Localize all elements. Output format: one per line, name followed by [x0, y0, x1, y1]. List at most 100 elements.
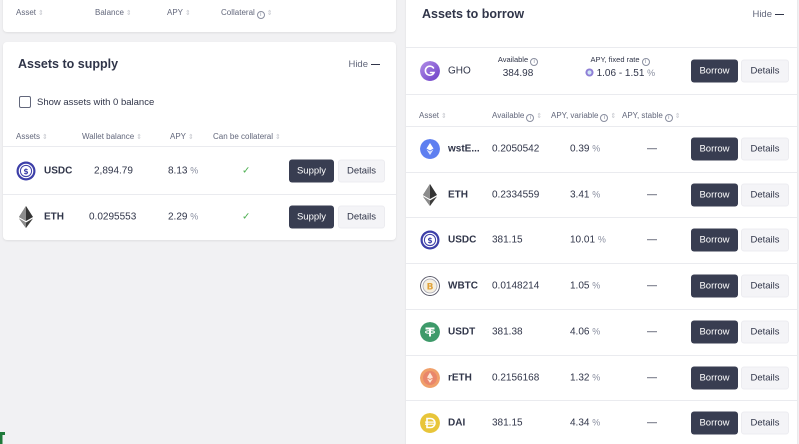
info-icon[interactable]: i [256, 11, 265, 19]
checkbox[interactable] [19, 96, 31, 108]
borrow-button[interactable]: Borrow [691, 59, 738, 83]
minus-icon [775, 13, 784, 16]
divider [3, 194, 396, 195]
percent-sign: % [592, 189, 601, 200]
sort-icon: ⇕ [125, 10, 132, 17]
sort-icon: ⇕ [38, 10, 44, 17]
asset-symbol: ETH [44, 211, 64, 223]
borrow-row-dai: DAI 381.15 4.34 % — Borrow Details [406, 400, 797, 444]
percent-sign: % [647, 68, 656, 78]
column-label: Asset [16, 8, 37, 17]
borrow-button[interactable]: Borrow [691, 366, 738, 389]
stkaave-discount-icon [585, 68, 594, 77]
apy-range-value: 1.06 - 1.51 [596, 68, 645, 79]
apy-number: 10.01 [570, 234, 596, 246]
column-label: Assets [16, 132, 41, 141]
apy-number: 1.32 [570, 372, 590, 383]
gho-apy: APY, fixed rate i 1.06 - 1.51 % [584, 55, 656, 79]
borrow-button[interactable]: Borrow [691, 320, 738, 344]
eth-icon [19, 206, 33, 228]
supply-button[interactable]: Supply [289, 205, 334, 229]
percent-sign: % [592, 280, 601, 291]
column-apy[interactable]: APY ⇕ [170, 132, 194, 141]
sort-icon: ⇕ [188, 134, 194, 141]
divider [406, 217, 797, 219]
eth-icon [423, 183, 437, 206]
info-icon[interactable]: i [600, 114, 609, 122]
column-can-be-collateral[interactable]: Can be collateral ⇕ [213, 132, 281, 141]
asset-symbol: WBTC [448, 280, 478, 292]
borrow-button[interactable]: Borrow [691, 137, 738, 161]
borrow-button[interactable]: Borrow [691, 411, 738, 435]
column-asset[interactable]: Asset ⇕ [419, 111, 447, 120]
asset-symbol: GHO [448, 65, 471, 77]
details-button[interactable]: Details [338, 205, 385, 229]
sort-icon: ⇕ [185, 10, 191, 17]
available-value: 0.2050542 [492, 143, 540, 155]
sort-icon: ⇕ [610, 113, 617, 120]
available-value: 381.15 [492, 417, 523, 429]
usdc-icon: $ [420, 230, 440, 250]
borrow-button[interactable]: Borrow [691, 183, 738, 207]
apy-stable-value: — [647, 372, 657, 383]
asset-symbol: USDC [44, 165, 73, 177]
borrow-button[interactable]: Borrow [691, 228, 738, 252]
svg-text:$: $ [23, 167, 28, 176]
borrow-row-wste: wstE... 0.2050542 0.39 % — Borrow Detail… [406, 126, 797, 172]
available-value: 0.2156168 [492, 372, 540, 383]
column-label: Collateral [221, 8, 255, 17]
details-button[interactable]: Details [741, 183, 789, 207]
info-icon[interactable]: i [641, 58, 650, 66]
asset-symbol: USDC [448, 234, 477, 246]
column-label: Asset [419, 111, 440, 120]
percent-sign: % [597, 234, 606, 245]
info-icon[interactable]: i [526, 114, 535, 122]
column-collateral[interactable]: Collateral i ⇕ [221, 8, 273, 19]
column-apy-stable[interactable]: APY, stable i ⇕ [622, 111, 681, 122]
column-label: APY, variable [551, 111, 599, 120]
apy-stable-value: — [647, 234, 657, 246]
dai-icon [420, 413, 440, 434]
details-button[interactable]: Details [741, 320, 789, 344]
info-icon[interactable]: i [664, 114, 673, 122]
borrow-button[interactable]: Borrow [691, 274, 738, 298]
wbtc-icon: B [420, 276, 440, 297]
apy-value: 2.29 % [168, 212, 198, 223]
info-icon[interactable]: i [530, 58, 539, 66]
available-value: 384.98 [502, 68, 534, 79]
minus-icon [371, 63, 380, 66]
apy-stable-value: — [647, 280, 657, 292]
usdt-icon [420, 321, 440, 342]
column-available[interactable]: Available i ⇕ [492, 111, 542, 122]
supply-button[interactable]: Supply [289, 159, 334, 183]
column-apy[interactable]: APY ⇕ [167, 8, 191, 17]
details-button[interactable]: Details [741, 411, 789, 435]
column-wallet-balance[interactable]: Wallet balance ⇕ [82, 132, 142, 141]
sort-icon: ⇕ [674, 113, 681, 120]
column-asset[interactable]: Asset ⇕ [16, 8, 44, 17]
details-button[interactable]: Details [338, 159, 385, 183]
column-balance[interactable]: Balance ⇕ [95, 8, 132, 17]
details-button[interactable]: Details [741, 274, 789, 298]
corner-marker-icon [0, 432, 5, 444]
reth-icon [420, 367, 440, 388]
details-button[interactable]: Details [741, 59, 789, 83]
gho-icon [420, 61, 440, 81]
percent-sign: % [190, 165, 199, 176]
column-apy-variable[interactable]: APY, variable i ⇕ [551, 111, 616, 122]
apy-stable-value: — [647, 326, 657, 338]
checkbox-label: Show assets with 0 balance [37, 96, 155, 108]
apy-variable-value: 1.32 % [570, 372, 600, 383]
details-button[interactable]: Details [741, 137, 789, 161]
apy-number: 0.39 [570, 143, 590, 155]
show-zero-balance-toggle[interactable]: Show assets with 0 balance [19, 96, 154, 108]
borrow-hide-button[interactable]: Hide [752, 9, 784, 20]
supply-hide-button[interactable]: Hide [348, 59, 380, 70]
divider [406, 47, 797, 48]
gho-available: Available i 384.98 [492, 55, 544, 79]
details-button[interactable]: Details [741, 366, 789, 389]
column-assets[interactable]: Assets ⇕ [16, 132, 48, 141]
apy-variable-value: 4.06 % [570, 326, 600, 337]
details-button[interactable]: Details [741, 228, 789, 252]
apy-variable-value: 1.05 % [570, 281, 600, 292]
